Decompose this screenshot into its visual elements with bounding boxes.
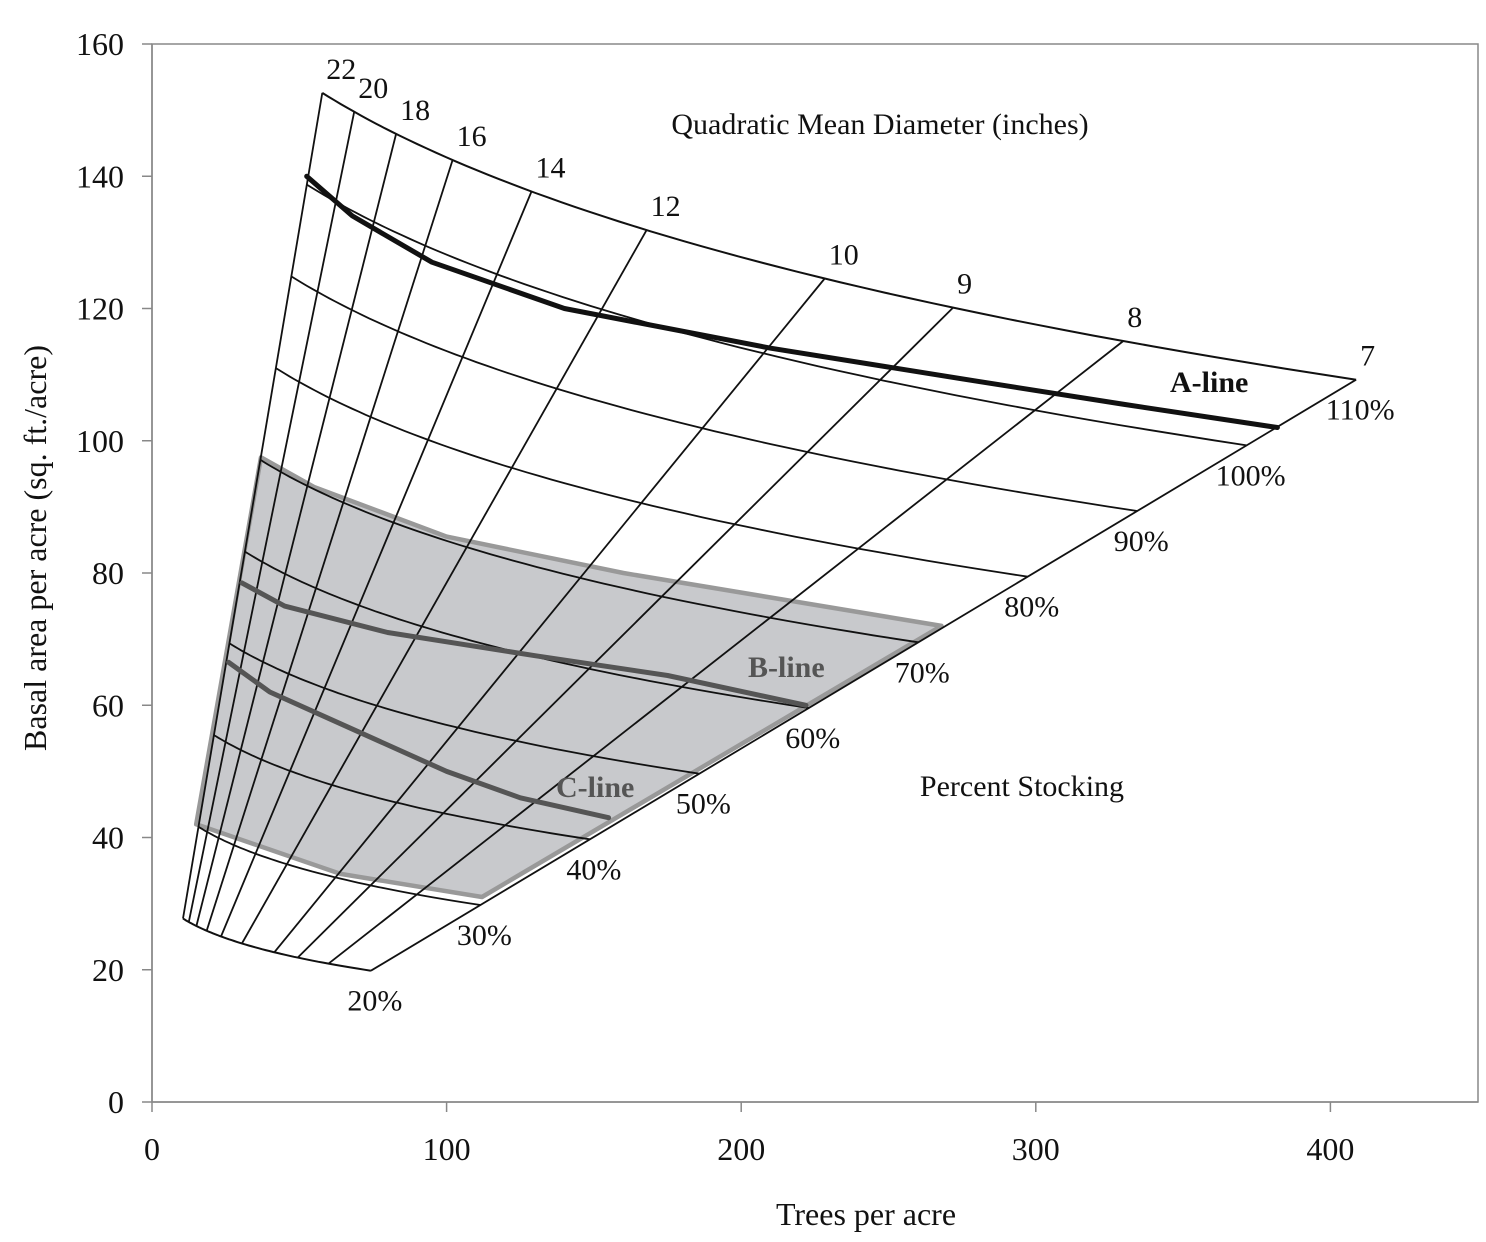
diameter-line (182, 92, 324, 919)
x-tick-label: 0 (144, 1131, 160, 1167)
stocking-label: 30% (457, 919, 512, 952)
diameter-label: 16 (457, 120, 487, 153)
stocking-label: 100% (1216, 459, 1286, 492)
labels: 0 100 200 300 400020406080100120140160222018… (76, 26, 1395, 1167)
x-tick-label: 400 (1306, 1131, 1354, 1167)
stocking-label: 20% (347, 985, 402, 1018)
y-axis-title: Basal area per acre (sq. ft./acre) (17, 345, 53, 751)
diameter-label: 10 (829, 238, 859, 271)
diameter-line (273, 277, 826, 953)
stocking-title: Percent Stocking (920, 770, 1124, 803)
stocking-curve (182, 917, 372, 972)
stocking-curve (244, 550, 809, 709)
stocking-label: 40% (566, 853, 621, 886)
diameter-line (195, 133, 397, 927)
diameter-label: 9 (957, 268, 972, 301)
diameter-label: 8 (1127, 301, 1142, 334)
diameter-label: 22 (326, 53, 356, 86)
stocking-label: 60% (785, 722, 840, 755)
b-line-label: B-line (748, 651, 825, 684)
y-tick-label: 80 (92, 555, 124, 591)
diameter-stocking-grid (182, 92, 1357, 972)
y-tick-label: 60 (92, 687, 124, 723)
a-line-series (304, 173, 1280, 430)
y-tick-label: 0 (108, 1084, 124, 1120)
stocking-curve (228, 642, 700, 775)
stocking-curve (275, 367, 1028, 578)
x-tick-label: 200 (717, 1131, 765, 1167)
stocking-label: 90% (1114, 525, 1169, 558)
b-line-series (239, 580, 809, 708)
y-tick-label: 120 (76, 291, 124, 327)
y-tick-label: 140 (76, 158, 124, 194)
c-line-label: C-line (556, 771, 634, 804)
diameter-label: 20 (358, 72, 388, 105)
stocking-label: 70% (895, 656, 950, 689)
y-tick-label: 160 (76, 26, 124, 62)
c-line-series (226, 659, 612, 821)
x-tick-label: 100 (423, 1131, 471, 1167)
diameter-label: 14 (535, 151, 565, 184)
diameter-line (220, 191, 533, 937)
diameter-line (187, 111, 356, 923)
y-tick-label: 20 (92, 952, 124, 988)
stocking-curve (197, 826, 481, 906)
stocking-label: 50% (676, 788, 731, 821)
diameter-line (297, 306, 954, 959)
stocking-curve (259, 459, 919, 644)
stocking-label: 80% (1004, 591, 1059, 624)
diameter-title: Quadratic Mean Diameter (inches) (671, 108, 1088, 141)
stocking-curve (290, 275, 1138, 512)
stocking-label: 110% (1326, 394, 1395, 427)
diameter-line (205, 159, 454, 931)
x-axis-title: Trees per acre (776, 1196, 956, 1232)
diameter-label: 12 (651, 190, 681, 223)
stocking-curve (306, 183, 1247, 447)
diameter-label: 7 (1360, 340, 1375, 373)
diameter-label: 18 (400, 94, 430, 127)
y-tick-label: 100 (76, 423, 124, 459)
diameter-line (370, 378, 1357, 972)
x-tick-label: 300 (1012, 1131, 1060, 1167)
diameter-line (241, 229, 648, 944)
tick-marks (142, 43, 1332, 1112)
stocking-curve (213, 734, 591, 841)
diameter-line (328, 340, 1124, 965)
y-tick-label: 40 (92, 820, 124, 856)
series-lines (226, 173, 1280, 821)
a-line-label: A-line (1170, 366, 1248, 399)
shaded-zone (193, 455, 944, 900)
shaded-zone-layer (193, 455, 944, 900)
stocking-curve (321, 92, 1357, 381)
